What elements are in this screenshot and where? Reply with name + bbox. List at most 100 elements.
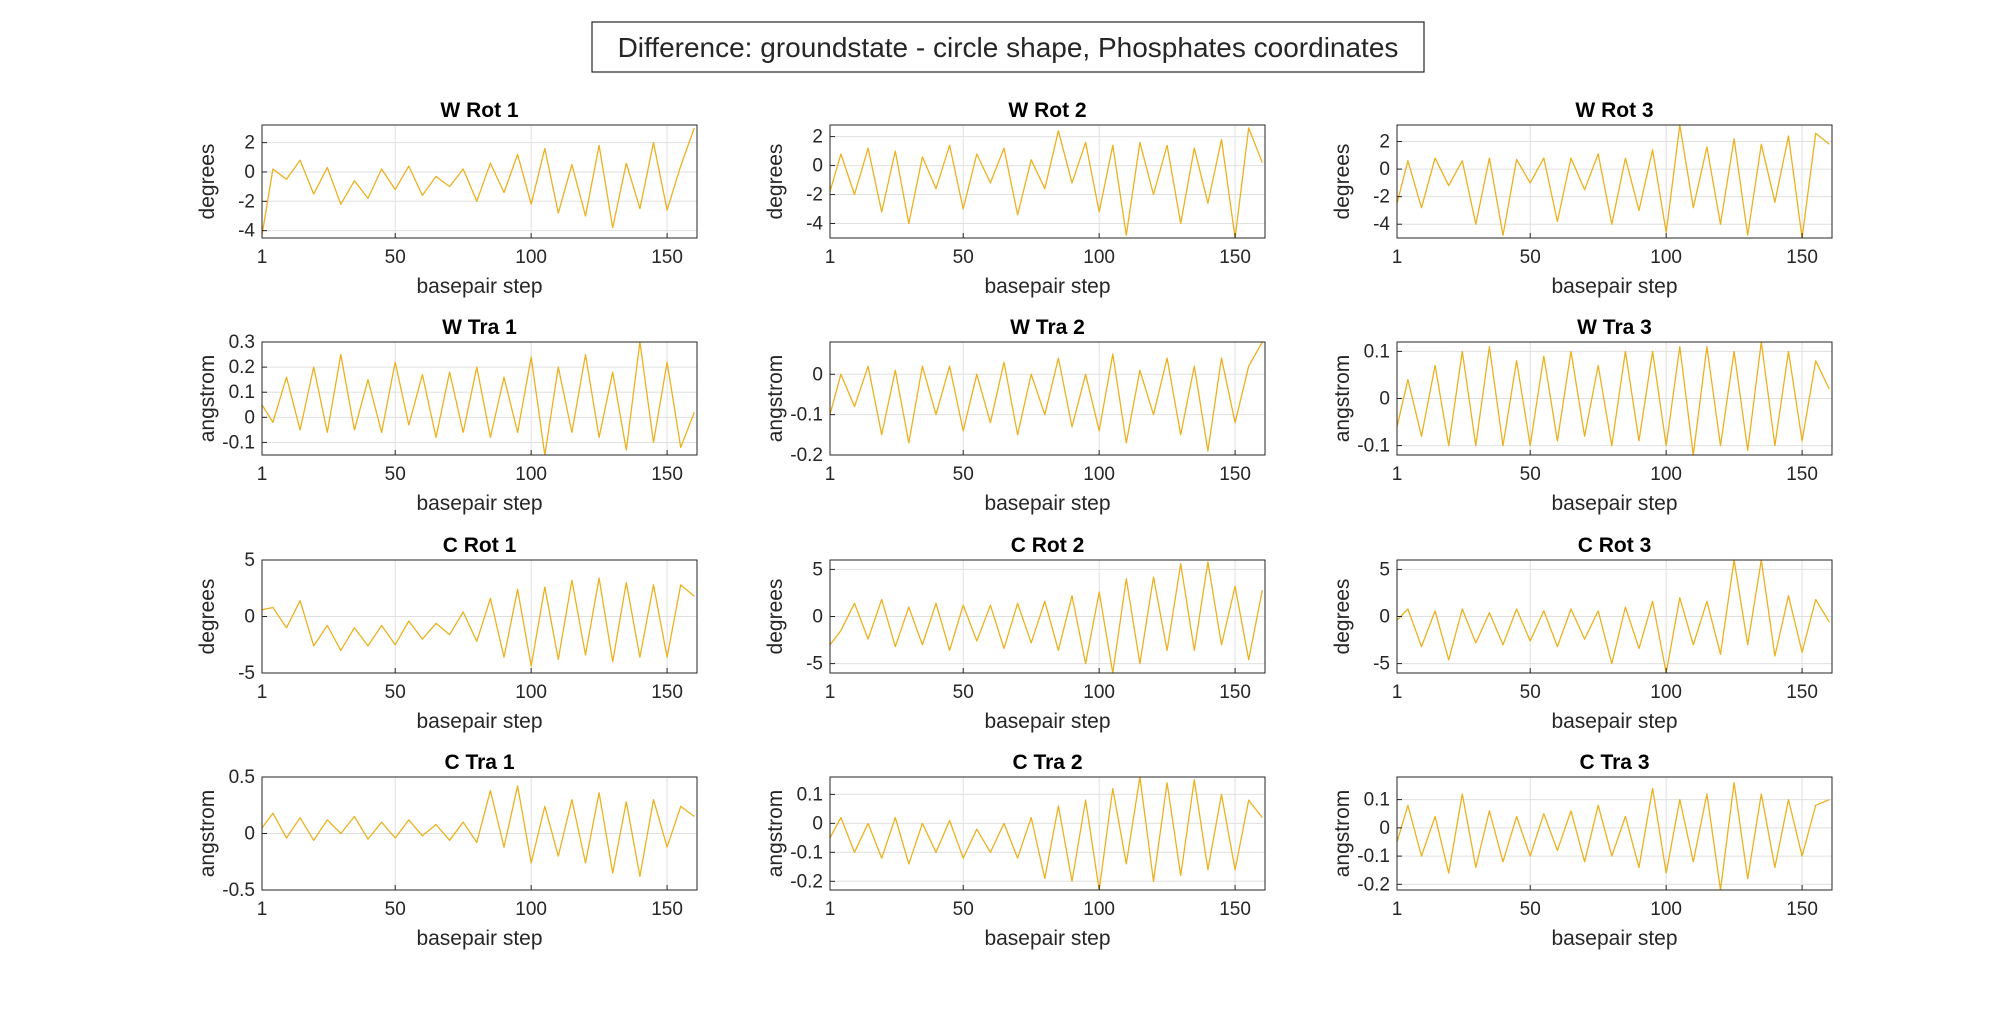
x-tick-label: 150: [1786, 899, 1818, 920]
y-tick-label: 0: [244, 407, 255, 428]
x-tick-label: 50: [1520, 899, 1541, 920]
subplot-title: C Rot 2: [1011, 534, 1085, 557]
y-tick-label: 0: [244, 162, 255, 183]
y-axis-label: degrees: [196, 579, 219, 655]
y-tick-label: 0.5: [229, 767, 255, 788]
x-tick-label: 150: [1219, 464, 1251, 485]
series-line: [1396, 559, 1830, 674]
x-tick-label: 100: [1083, 464, 1115, 485]
series-line: [829, 776, 1263, 891]
y-tick-label: -2: [1373, 187, 1390, 208]
x-axis-label: basepair step: [1551, 275, 1677, 298]
y-axis-label: degrees: [1331, 579, 1354, 655]
series-line: [1396, 124, 1830, 239]
y-tick-label: -0.2: [790, 871, 823, 892]
y-tick-label: 0.3: [229, 332, 255, 353]
subplot-title: W Rot 1: [440, 99, 518, 122]
x-tick-label: 100: [515, 464, 547, 485]
y-tick-label: -0.5: [222, 880, 255, 901]
x-tick-label: 1: [257, 247, 268, 268]
x-axis-label: basepair step: [1551, 492, 1677, 515]
y-tick-label: 0.1: [229, 382, 255, 403]
x-tick-label: 100: [1650, 464, 1682, 485]
series-line: [829, 341, 1263, 452]
x-tick-label: 50: [953, 464, 974, 485]
x-tick-label: 150: [651, 464, 683, 485]
x-tick-label: 1: [257, 899, 268, 920]
x-tick-label: 1: [257, 464, 268, 485]
y-tick-label: 0: [812, 364, 823, 385]
x-axis-label: basepair step: [984, 275, 1110, 298]
x-tick-label: 100: [1083, 899, 1115, 920]
x-tick-label: 150: [1786, 247, 1818, 268]
x-tick-label: 150: [1219, 247, 1251, 268]
y-tick-label: 0.1: [1364, 341, 1390, 362]
series-line: [261, 341, 695, 456]
x-tick-label: 1: [1392, 247, 1403, 268]
x-tick-label: 100: [1650, 682, 1682, 703]
y-tick-label: -0.1: [790, 405, 823, 426]
subplot-title: W Tra 2: [1010, 316, 1085, 339]
x-tick-label: 1: [825, 464, 836, 485]
suptitle-box: [591, 21, 1425, 73]
subplot-title: W Rot 2: [1008, 99, 1086, 122]
y-tick-label: -0.1: [790, 842, 823, 863]
axes-box: [829, 124, 1266, 239]
y-tick-label: 2: [812, 127, 823, 148]
x-tick-label: 150: [651, 247, 683, 268]
x-axis-label: basepair step: [1551, 710, 1677, 733]
x-tick-label: 100: [1083, 247, 1115, 268]
y-tick-label: 0: [812, 813, 823, 834]
x-tick-label: 1: [1392, 899, 1403, 920]
series-line: [1396, 781, 1830, 891]
figure-suptitle: Difference: groundstate - circle shape, …: [618, 32, 1399, 63]
y-tick-label: 0: [812, 607, 823, 628]
series-line: [261, 127, 695, 236]
y-axis-label: angstrom: [1331, 355, 1354, 443]
y-tick-label: 0: [1379, 818, 1390, 839]
y-tick-label: 0: [244, 607, 255, 628]
x-tick-label: 100: [1650, 247, 1682, 268]
subplot-title: C Rot 1: [443, 534, 517, 557]
series-line: [261, 577, 695, 667]
y-axis-label: angstrom: [1331, 790, 1354, 878]
x-tick-label: 1: [1392, 682, 1403, 703]
y-tick-label: 0.1: [797, 784, 823, 805]
y-tick-label: 0.1: [1364, 790, 1390, 811]
y-tick-label: 0: [1379, 389, 1390, 410]
x-tick-label: 100: [515, 682, 547, 703]
x-tick-label: 50: [953, 899, 974, 920]
y-axis-label: degrees: [764, 144, 787, 220]
x-tick-label: 50: [385, 464, 406, 485]
x-tick-label: 100: [515, 247, 547, 268]
y-tick-label: 0: [244, 824, 255, 845]
x-tick-label: 1: [1392, 464, 1403, 485]
x-tick-label: 150: [1219, 899, 1251, 920]
x-tick-label: 150: [651, 682, 683, 703]
y-tick-label: -0.1: [222, 432, 255, 453]
y-tick-label: -4: [238, 221, 255, 242]
x-axis-label: basepair step: [416, 927, 542, 950]
x-tick-label: 50: [1520, 464, 1541, 485]
y-tick-label: 0.2: [229, 357, 255, 378]
series-line: [829, 561, 1263, 674]
subplot-title: W Tra 3: [1577, 316, 1652, 339]
y-axis-label: degrees: [1331, 144, 1354, 220]
subplot-title: W Rot 3: [1575, 99, 1653, 122]
subplot-title: C Tra 1: [444, 751, 514, 774]
y-tick-label: -2: [806, 185, 823, 206]
y-tick-label: -5: [1373, 654, 1390, 675]
x-tick-label: 1: [257, 682, 268, 703]
y-tick-label: -0.2: [790, 445, 823, 466]
y-tick-label: 0: [1379, 607, 1390, 628]
x-tick-label: 150: [1786, 464, 1818, 485]
